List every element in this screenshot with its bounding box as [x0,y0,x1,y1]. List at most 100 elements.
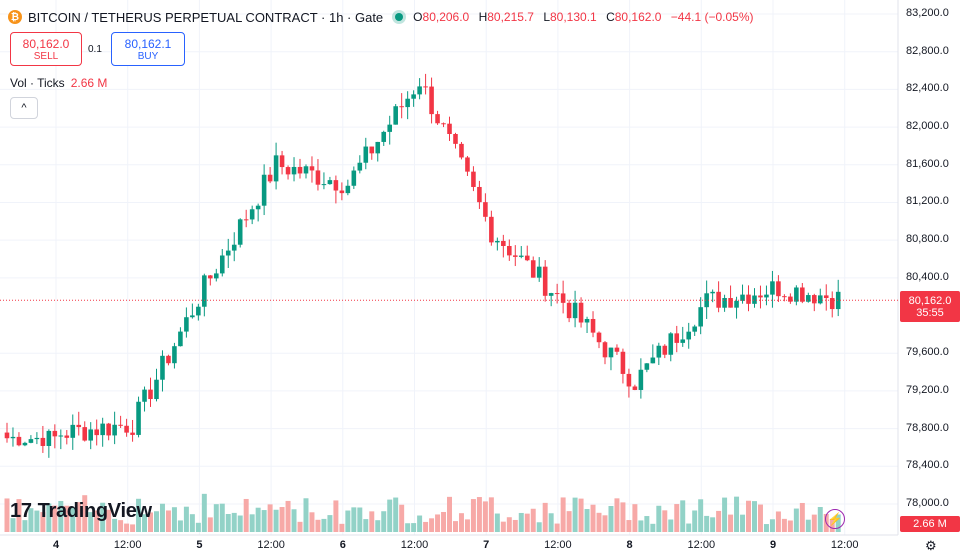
volume-bar [118,520,124,532]
tradingview-mark-icon: 17 [10,500,32,522]
candle-body [686,331,691,340]
candle-body [345,185,351,194]
candle-body [495,240,500,243]
candle-body [554,293,560,295]
volume-bars [4,493,841,532]
buy-button[interactable]: 80,162.1 BUY [111,32,185,66]
volume-bar [22,520,28,532]
gear-icon[interactable]: ⚙ [925,538,937,553]
volume-bar [542,502,548,532]
volume-bar [177,520,183,532]
volume-bar [417,515,423,532]
tradingview-wordmark: TradingView [37,500,152,522]
volume-bar [231,512,237,532]
candle-body [166,355,171,364]
volume-bar [572,497,578,532]
volume-bar [608,505,614,532]
volume-bar [692,510,698,532]
volume-bar [602,515,608,532]
candle-body [477,186,482,203]
volume-bar [171,507,177,532]
time-axis-tick: 8 [626,539,633,551]
candlesticks [4,73,841,458]
volume-bar [64,505,70,532]
candle-body [405,98,410,108]
candle-body [58,435,64,437]
time-axis-tick: 12:00 [544,539,572,551]
symbol-title[interactable]: BITCOIN / TETHERUS PERPETUAL CONTRACT · … [28,9,384,25]
volume-bar [28,508,34,532]
volume-bar [429,518,435,532]
candle-body [255,205,261,210]
volume-bar [488,497,494,532]
candle-body [489,216,494,243]
price-axis-tick: 82,400.0 [906,82,949,95]
price-axis-tick: 79,600.0 [906,346,949,359]
price-axis-tick: 82,800.0 [906,44,949,57]
candle-body [668,333,674,355]
volume-bar [261,510,267,532]
time-axis-tick: 12:00 [113,539,142,551]
volume-bar [213,504,219,532]
volume-bar [512,519,518,532]
spread-value: 0.1 [88,44,102,55]
candle-body [423,86,428,88]
time-axis-tick: 12:00 [830,539,859,551]
volume-bar [447,496,452,532]
lightning-icon[interactable]: ⚡ [825,509,845,529]
volume-bar [596,512,602,532]
candle-body [214,273,219,279]
candle-body [644,363,650,370]
candle-body [148,389,153,400]
volume-bar [189,514,195,532]
candle-body [800,287,805,302]
volume-bar [142,514,148,532]
price-axis-tick: 82,000.0 [906,120,949,133]
price-axis-tick: 78,400.0 [906,459,949,472]
candle-body [483,202,488,217]
candle-body [118,424,123,426]
volume-bar [470,499,476,532]
candle-body [124,425,129,433]
candle-body [393,106,398,125]
collapse-legend-button[interactable]: ^ [10,97,38,119]
volume-bar [195,522,201,532]
candle-body [447,123,452,135]
volume-bar [130,524,136,532]
candle-body [638,369,644,390]
volume-bar [136,498,142,532]
volume-bar [500,521,506,532]
time-axis-tick: 4 [52,539,60,551]
candle-body [590,318,596,333]
tradingview-logo[interactable]: 17 TradingView [10,500,152,523]
candle-body [243,219,249,221]
volume-legend[interactable]: Vol · Ticks 2.66 M [10,76,107,90]
volume-bar [799,502,805,532]
candle-body [782,296,787,298]
volume-bar [734,496,740,532]
candle-body [620,351,626,374]
volume-bar [291,509,297,532]
volume-bar [100,502,106,532]
candle-body [76,424,82,428]
price-axis-tick: 83,200.0 [906,7,949,19]
sell-price: 80,162.0 [22,36,70,51]
volume-bar [267,504,273,532]
volume-bar [716,510,722,532]
candle-body [184,317,189,332]
volume-bar [441,511,447,532]
time-axis-tick: 12:00 [257,539,285,551]
volume-bar [303,498,309,532]
ohlc-values: O80,206.0 H80,215.7 L80,130.1 C80,162.0 … [413,10,754,24]
sell-button[interactable]: 80,162.0 SELL [10,32,82,66]
volume-bar [453,521,458,532]
candle-body [315,170,321,185]
volume-bar [578,498,584,532]
candle-body [70,424,76,438]
volume-bar [674,504,680,532]
candle-body [219,255,225,274]
candle-body [536,266,542,278]
volume-bar [297,521,303,532]
price-axis-tick: 80,400.0 [906,270,949,283]
